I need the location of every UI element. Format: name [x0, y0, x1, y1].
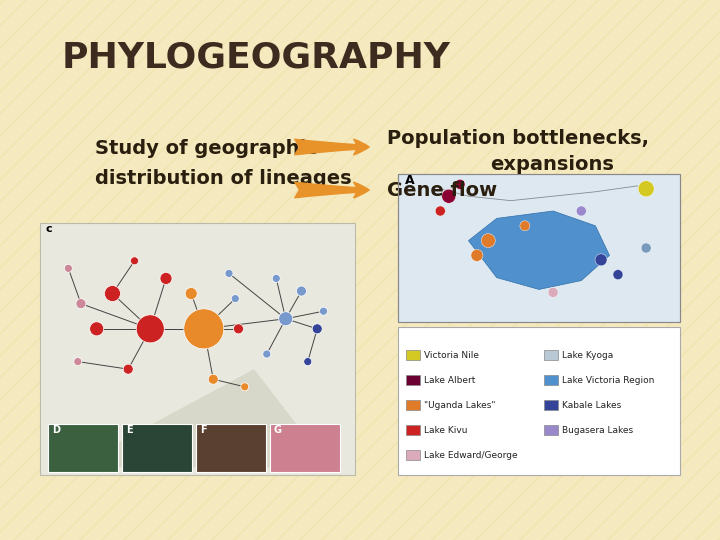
Text: Lake Albert: Lake Albert [424, 376, 475, 384]
Circle shape [90, 322, 104, 336]
Circle shape [208, 374, 218, 384]
FancyBboxPatch shape [406, 350, 420, 360]
Text: Kabale Lakes: Kabale Lakes [562, 401, 621, 410]
Circle shape [64, 265, 72, 272]
Circle shape [436, 206, 445, 216]
Circle shape [595, 254, 607, 266]
Text: Bugasera Lakes: Bugasera Lakes [562, 426, 633, 435]
Circle shape [263, 350, 271, 358]
Circle shape [231, 295, 239, 302]
Circle shape [312, 324, 323, 334]
Circle shape [279, 312, 293, 326]
Circle shape [297, 286, 307, 296]
Circle shape [130, 257, 138, 265]
Circle shape [160, 273, 172, 285]
Circle shape [520, 221, 530, 231]
Circle shape [304, 357, 312, 366]
FancyBboxPatch shape [544, 426, 558, 435]
Text: "Uganda Lakes": "Uganda Lakes" [424, 401, 495, 410]
FancyBboxPatch shape [398, 327, 680, 475]
Circle shape [455, 179, 465, 190]
Circle shape [184, 309, 224, 349]
Circle shape [320, 307, 328, 315]
Circle shape [638, 181, 654, 197]
Circle shape [73, 357, 82, 366]
Text: F: F [200, 425, 207, 435]
Circle shape [76, 299, 86, 309]
FancyBboxPatch shape [406, 400, 420, 410]
Text: Lake Victoria Region: Lake Victoria Region [562, 376, 654, 384]
Circle shape [442, 189, 456, 203]
Circle shape [481, 234, 495, 248]
Circle shape [104, 286, 120, 301]
FancyBboxPatch shape [406, 450, 420, 461]
Circle shape [123, 364, 133, 374]
Text: expansions: expansions [490, 154, 614, 173]
FancyBboxPatch shape [544, 350, 558, 360]
Text: distribution of lineages: distribution of lineages [95, 168, 351, 187]
Circle shape [225, 269, 233, 278]
Polygon shape [469, 211, 610, 289]
FancyBboxPatch shape [406, 375, 420, 385]
Text: Victoria Nile: Victoria Nile [424, 350, 479, 360]
Circle shape [136, 315, 164, 343]
Circle shape [272, 274, 280, 282]
Text: A: A [405, 174, 415, 187]
Circle shape [233, 324, 243, 334]
Text: D: D [52, 425, 60, 435]
Circle shape [548, 287, 558, 298]
Circle shape [642, 243, 651, 253]
FancyBboxPatch shape [544, 400, 558, 410]
Text: Lake Kyoga: Lake Kyoga [562, 350, 613, 360]
Circle shape [576, 206, 586, 216]
Text: Lake Edward/George: Lake Edward/George [424, 451, 518, 460]
Text: c: c [45, 224, 52, 234]
FancyBboxPatch shape [406, 426, 420, 435]
FancyBboxPatch shape [48, 424, 118, 472]
Text: PHYLOGEOGRAPHY: PHYLOGEOGRAPHY [62, 41, 451, 75]
FancyBboxPatch shape [122, 424, 192, 472]
FancyBboxPatch shape [270, 424, 340, 472]
Circle shape [471, 249, 483, 261]
FancyBboxPatch shape [544, 375, 558, 385]
Text: Lake Kivu: Lake Kivu [424, 426, 467, 435]
Polygon shape [71, 369, 330, 468]
Text: Population bottlenecks,: Population bottlenecks, [387, 129, 649, 147]
Circle shape [240, 383, 248, 391]
FancyBboxPatch shape [196, 424, 266, 472]
Text: E: E [126, 425, 132, 435]
FancyBboxPatch shape [40, 223, 355, 475]
FancyBboxPatch shape [398, 174, 680, 322]
Text: Gene flow: Gene flow [387, 180, 497, 199]
Text: Study of geographic: Study of geographic [95, 138, 318, 158]
Circle shape [613, 269, 623, 280]
Circle shape [185, 288, 197, 300]
Text: G: G [274, 425, 282, 435]
